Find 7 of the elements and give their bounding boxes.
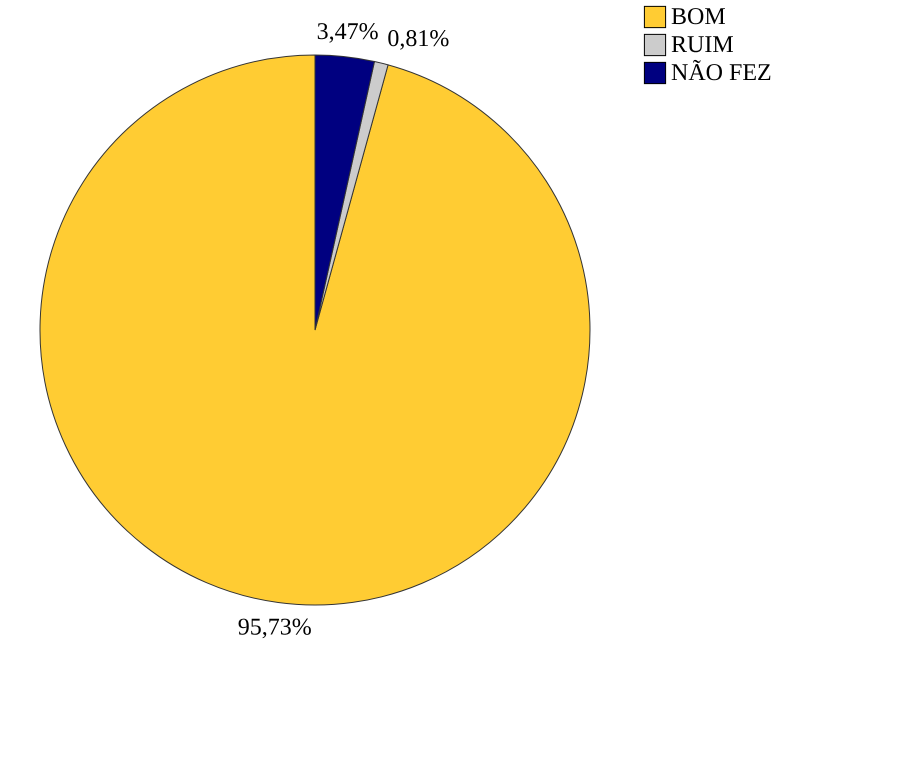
pie-slice [40,54,590,606]
data-label: 95,73% [238,614,312,640]
data-label: 3,47% [316,18,379,45]
legend-label: NÃO FEZ [671,59,772,86]
legend-label: RUIM [671,32,734,58]
data-label: 0,81% [387,26,450,52]
legend-label: BOM [671,4,726,30]
